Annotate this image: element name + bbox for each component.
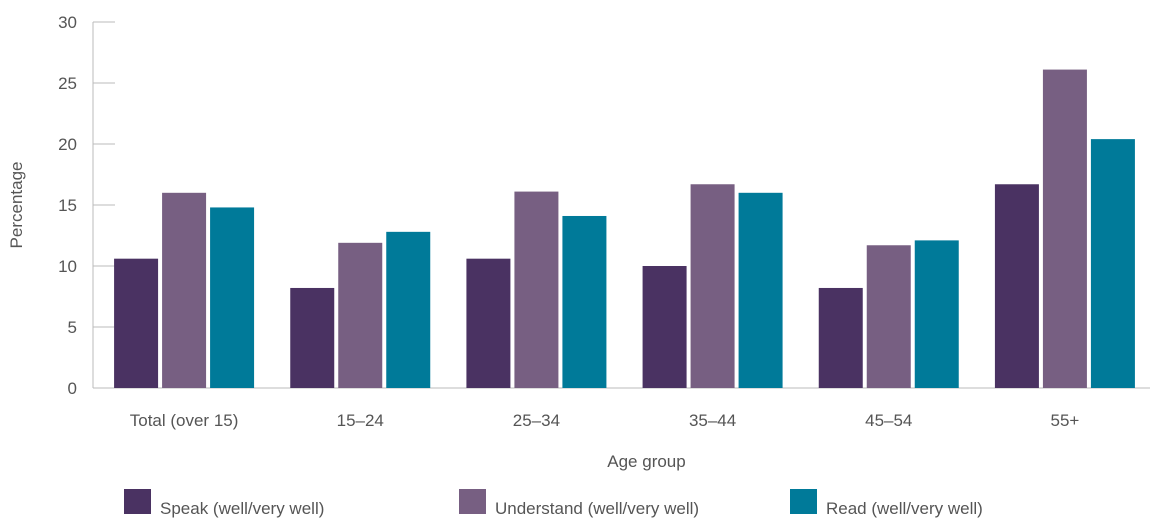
y-tick-label: 15 xyxy=(58,196,77,215)
bar xyxy=(562,215,607,388)
bar xyxy=(338,242,383,388)
x-axis-title: Age group xyxy=(607,452,685,471)
bar xyxy=(114,258,159,388)
bar xyxy=(818,287,863,388)
legend-label: Speak (well/very well) xyxy=(160,499,324,518)
y-tick-label: 5 xyxy=(68,318,77,337)
legend: Speak (well/very well) Understand (well/v… xyxy=(124,489,983,518)
legend-label: Read (well/very well) xyxy=(826,499,983,518)
bar xyxy=(162,192,207,388)
y-tick-label: 0 xyxy=(68,379,77,398)
bar xyxy=(690,184,735,388)
bar xyxy=(914,240,959,388)
bar xyxy=(1042,69,1087,388)
bar xyxy=(866,245,911,388)
legend-item: Understand (well/very well) xyxy=(459,489,699,518)
y-tick-label: 30 xyxy=(58,13,77,32)
y-tick-label: 10 xyxy=(58,257,77,276)
bar xyxy=(466,258,511,388)
y-axis-title: Percentage xyxy=(7,162,26,249)
bar xyxy=(386,231,431,388)
x-axis: Total (over 15) 15–24 25–34 35–44 45–54 55+ xyxy=(93,387,1150,430)
bar xyxy=(290,287,335,388)
legend-swatch xyxy=(124,489,151,514)
bars xyxy=(114,69,1135,388)
legend-swatch xyxy=(459,489,486,514)
x-tick-label: 25–34 xyxy=(513,411,560,430)
x-tick-label: Total (over 15) xyxy=(130,411,239,430)
bar xyxy=(738,192,783,388)
x-tick-label: 45–54 xyxy=(865,411,912,430)
y-tick-label: 25 xyxy=(58,74,77,93)
y-axis: 0 5 10 15 20 25 30 xyxy=(58,13,115,398)
x-tick-label: 55+ xyxy=(1050,411,1079,430)
legend-item: Read (well/very well) xyxy=(790,489,983,518)
x-tick-label: 35–44 xyxy=(689,411,736,430)
legend-label: Understand (well/very well) xyxy=(495,499,699,518)
bar xyxy=(994,184,1039,388)
bar xyxy=(642,266,687,388)
bar xyxy=(1090,139,1135,388)
x-tick-label: 15–24 xyxy=(337,411,384,430)
bar xyxy=(210,207,255,388)
legend-swatch xyxy=(790,489,817,514)
legend-item: Speak (well/very well) xyxy=(124,489,324,518)
y-tick-label: 20 xyxy=(58,135,77,154)
bar xyxy=(514,191,559,388)
